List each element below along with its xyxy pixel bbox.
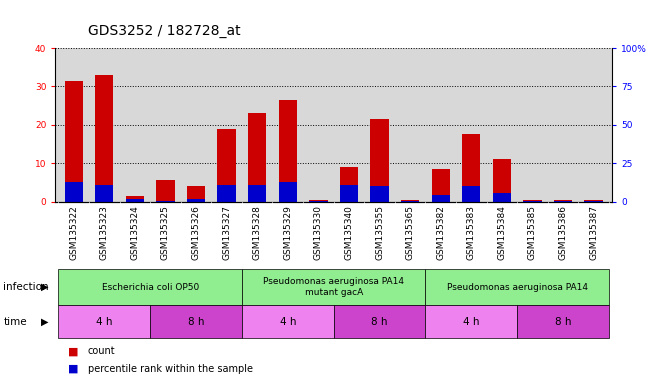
Text: ■: ■ (68, 364, 79, 374)
Bar (309, 201, 327, 202)
Bar (248, 185, 266, 202)
Text: GSM135382: GSM135382 (436, 205, 445, 260)
Bar (309, 200, 327, 202)
Text: ■: ■ (68, 346, 79, 356)
Text: 4 h: 4 h (96, 316, 113, 327)
Text: GSM135329: GSM135329 (283, 205, 292, 260)
Text: GSM135322: GSM135322 (69, 205, 78, 260)
Text: time: time (3, 316, 27, 327)
Text: Pseudomonas aeruginosa PA14: Pseudomonas aeruginosa PA14 (447, 283, 588, 291)
Bar (248, 113, 266, 202)
Bar (523, 200, 542, 202)
Text: GSM135330: GSM135330 (314, 205, 323, 260)
Text: 8 h: 8 h (371, 316, 388, 327)
Text: GSM135325: GSM135325 (161, 205, 170, 260)
Bar (401, 201, 419, 202)
Text: GSM135387: GSM135387 (589, 205, 598, 260)
Text: GSM135340: GSM135340 (344, 205, 353, 260)
Bar (187, 186, 205, 202)
Bar (432, 195, 450, 202)
Text: GSM135384: GSM135384 (497, 205, 506, 260)
Text: Pseudomonas aeruginosa PA14
mutant gacA: Pseudomonas aeruginosa PA14 mutant gacA (263, 277, 404, 297)
Bar (95, 185, 113, 202)
Bar (523, 201, 542, 202)
Bar (156, 180, 174, 202)
Bar (95, 75, 113, 202)
Bar (462, 186, 480, 202)
Text: GSM135328: GSM135328 (253, 205, 262, 260)
Bar (217, 185, 236, 202)
Bar (493, 193, 511, 202)
Bar (340, 167, 358, 202)
Text: GSM135355: GSM135355 (375, 205, 384, 260)
Bar (156, 201, 174, 202)
Text: GSM135383: GSM135383 (467, 205, 476, 260)
Bar (401, 200, 419, 202)
Bar (585, 201, 603, 202)
Text: GSM135324: GSM135324 (130, 205, 139, 260)
Bar (462, 134, 480, 202)
Bar (64, 81, 83, 202)
Text: 8 h: 8 h (187, 316, 204, 327)
Bar (432, 169, 450, 202)
Text: count: count (88, 346, 115, 356)
Text: 8 h: 8 h (555, 316, 572, 327)
Text: GDS3252 / 182728_at: GDS3252 / 182728_at (88, 25, 240, 38)
Text: ▶: ▶ (41, 316, 49, 327)
Bar (279, 182, 297, 202)
Bar (217, 129, 236, 202)
Bar (370, 186, 389, 202)
Bar (370, 119, 389, 202)
Bar (493, 159, 511, 202)
Text: Escherichia coli OP50: Escherichia coli OP50 (102, 283, 199, 291)
Text: GSM135327: GSM135327 (222, 205, 231, 260)
Bar (585, 200, 603, 202)
Bar (340, 185, 358, 202)
Bar (554, 201, 572, 202)
Bar (279, 100, 297, 202)
Bar (554, 200, 572, 202)
Text: GSM135385: GSM135385 (528, 205, 537, 260)
Text: 4 h: 4 h (279, 316, 296, 327)
Bar (126, 199, 144, 202)
Text: ▶: ▶ (41, 282, 49, 292)
Text: GSM135386: GSM135386 (559, 205, 568, 260)
Text: GSM135323: GSM135323 (100, 205, 109, 260)
Bar (187, 199, 205, 202)
Text: 4 h: 4 h (463, 316, 480, 327)
Text: infection: infection (3, 282, 49, 292)
Text: percentile rank within the sample: percentile rank within the sample (88, 364, 253, 374)
Bar (64, 182, 83, 202)
Text: GSM135365: GSM135365 (406, 205, 415, 260)
Bar (126, 196, 144, 202)
Text: GSM135326: GSM135326 (191, 205, 201, 260)
